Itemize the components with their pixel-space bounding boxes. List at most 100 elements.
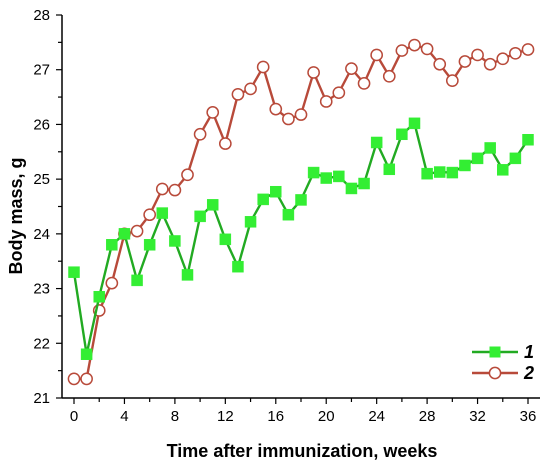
- series-layer: [67, 38, 535, 386]
- series-2-point: [80, 372, 93, 386]
- x-axis-title: Time after immunization, weeks: [167, 441, 438, 461]
- series-1: [68, 117, 534, 360]
- series-1-point: [421, 167, 433, 180]
- y-tick-label: 21: [33, 390, 50, 407]
- series-2-point: [294, 108, 308, 121]
- series-1-point: [93, 291, 105, 303]
- series-1-point: [471, 152, 484, 165]
- series-2-point: [433, 57, 447, 71]
- series-1-point: [181, 269, 194, 281]
- series-2-point: [458, 55, 472, 68]
- series-2-point: [231, 87, 245, 101]
- series-2-point: [420, 42, 434, 56]
- series-2-point: [332, 86, 346, 100]
- series-2-point: [483, 57, 497, 71]
- series-2-point: [244, 82, 257, 96]
- series-2-point: [143, 208, 157, 222]
- y-tick-label: 24: [33, 226, 50, 243]
- series-1-point: [143, 239, 156, 251]
- series-2-point: [357, 77, 371, 90]
- series-1-point: [408, 117, 421, 130]
- series-1-point: [206, 199, 219, 211]
- series-2-point: [218, 137, 232, 150]
- series-1-point: [80, 348, 93, 360]
- series-2-point: [269, 102, 283, 116]
- series-2-point: [395, 44, 409, 57]
- series-1-point: [244, 216, 257, 228]
- y-tick-label: 26: [33, 116, 50, 133]
- series-1-point: [522, 133, 534, 146]
- series-1-point: [131, 274, 143, 287]
- series-1-point: [497, 164, 509, 176]
- x-tick-label: 8: [171, 408, 179, 425]
- series-2-point: [496, 52, 510, 66]
- series-1-point: [282, 208, 295, 221]
- series-2-point: [206, 106, 220, 119]
- series-1-point: [509, 152, 522, 165]
- series-2-point: [193, 127, 207, 141]
- series-1-point: [459, 159, 471, 172]
- series-1-point: [396, 128, 408, 141]
- series-2-point: [67, 372, 81, 386]
- series-1-point: [307, 166, 320, 179]
- series-2-point: [181, 168, 194, 182]
- series-2-point: [445, 74, 459, 88]
- legend-marker: [488, 366, 502, 380]
- x-tick-label: 36: [520, 408, 537, 425]
- series-1-point: [358, 177, 370, 190]
- series-1-point: [270, 185, 282, 198]
- series-1-point: [320, 172, 332, 184]
- series-2-point: [370, 48, 384, 62]
- legend-marker: [489, 346, 501, 358]
- legend-item-1: 1: [472, 342, 534, 362]
- series-2-point: [307, 66, 320, 79]
- x-tick-label: 16: [267, 408, 284, 425]
- y-tick-label: 28: [33, 7, 50, 24]
- legend: 12: [472, 342, 534, 383]
- series-2-point: [282, 112, 295, 126]
- series-2-point: [168, 183, 182, 197]
- series-2-point: [471, 48, 484, 62]
- x-tick-label: 20: [318, 408, 335, 425]
- y-tick-label: 25: [33, 171, 50, 188]
- y-tick-label: 27: [33, 62, 50, 79]
- y-axis-title: Body mass, g: [6, 157, 26, 274]
- series-1-point: [219, 233, 232, 246]
- series-2-point: [408, 38, 421, 52]
- series-2-line: [74, 43, 529, 381]
- series-2-point: [130, 224, 144, 238]
- series-2-point: [105, 276, 119, 290]
- series-2-point: [345, 62, 358, 75]
- series-1-point: [156, 207, 169, 219]
- x-tick-label: 32: [469, 408, 486, 425]
- series-1-point: [370, 136, 383, 149]
- legend-label: 2: [523, 363, 534, 383]
- series-1-point: [106, 239, 118, 251]
- series-1-point: [484, 142, 496, 154]
- series-1-point: [194, 210, 206, 223]
- legend-label: 1: [524, 342, 534, 362]
- series-2-point: [509, 46, 522, 60]
- y-tick-label: 22: [33, 335, 50, 352]
- x-tick-label: 28: [419, 408, 436, 425]
- series-1-point: [345, 182, 358, 195]
- series-1-point: [257, 193, 269, 206]
- series-1-point: [169, 235, 181, 247]
- series-1-point: [295, 194, 307, 206]
- series-2-point: [155, 182, 169, 196]
- series-2-point: [382, 69, 396, 83]
- series-1-point: [118, 228, 131, 240]
- series-2-point: [256, 60, 270, 74]
- x-tick-label: 12: [217, 408, 234, 425]
- series-2: [67, 38, 535, 386]
- series-1-point: [446, 166, 459, 179]
- series-2-point: [521, 43, 535, 56]
- x-tick-label: 24: [368, 408, 385, 425]
- series-2-point: [319, 95, 333, 108]
- series-1-point: [68, 266, 80, 278]
- y-tick-label: 23: [33, 281, 50, 298]
- axes: 0 4 8 12 16 20 24 28 32 36 21 22 23 24 25 26 27 28: [33, 7, 540, 425]
- x-tick-label: 4: [120, 408, 128, 425]
